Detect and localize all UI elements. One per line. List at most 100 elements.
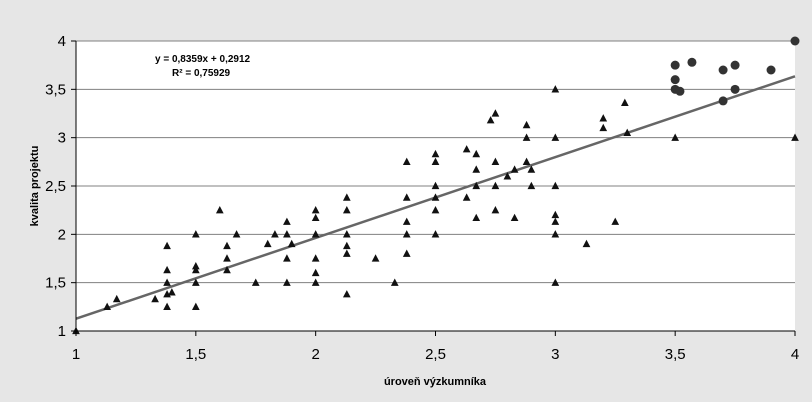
data-point-triangle — [431, 181, 440, 190]
data-point-triangle — [283, 278, 291, 286]
data-point-triangle — [431, 205, 440, 214]
data-point-circle — [670, 60, 680, 70]
data-point-circle — [766, 65, 776, 75]
data-point-triangle — [151, 294, 159, 303]
data-point-triangle — [311, 230, 320, 238]
data-point-triangle — [283, 254, 291, 262]
data-point-triangle — [551, 278, 560, 286]
data-point-triangle — [402, 217, 411, 225]
data-point-triangle — [611, 217, 620, 225]
data-point-triangle — [311, 268, 320, 277]
data-point-circle — [718, 65, 728, 75]
data-point-triangle — [791, 133, 799, 141]
data-point-circle — [675, 86, 685, 96]
data-point-triangle — [551, 85, 560, 93]
x-tick-label: 2,5 — [425, 346, 446, 363]
data-point-triangle — [491, 157, 500, 165]
data-point-triangle — [191, 262, 200, 270]
data-point-triangle — [163, 265, 171, 274]
x-tick-labels: 1 1,5 2 2,5 3 3,5 4 — [72, 346, 799, 363]
data-point-circle — [730, 60, 740, 70]
data-point-triangle — [263, 239, 272, 248]
data-point-triangle — [402, 193, 411, 201]
y-tick-label: 1,5 — [45, 275, 66, 292]
data-point-triangle — [503, 172, 512, 180]
data-point-triangle — [582, 239, 591, 248]
y-axis-title: kvalita projektu — [29, 146, 41, 227]
data-point-triangle — [311, 205, 320, 214]
data-point-triangle — [251, 278, 260, 286]
data-point-triangle — [472, 181, 481, 190]
x-axis-title: úroveň výzkumníka — [384, 376, 487, 388]
data-point-triangle — [311, 278, 320, 286]
data-point-triangle — [103, 302, 112, 310]
data-point-triangle — [522, 120, 531, 129]
data-point-triangle — [472, 165, 481, 173]
data-point-circle — [790, 36, 800, 46]
r-squared: R² = 0,75929 — [172, 68, 231, 79]
data-point-triangle — [191, 278, 200, 286]
data-point-triangle — [342, 230, 351, 238]
data-point-triangle — [311, 254, 320, 262]
data-point-triangle — [431, 193, 440, 201]
data-point-triangle — [271, 230, 279, 238]
x-tick-label: 3,5 — [665, 346, 686, 363]
data-point-circle — [718, 96, 728, 106]
data-point-triangle — [491, 181, 500, 190]
data-point-triangle — [623, 128, 632, 136]
data-point-triangle — [431, 157, 440, 165]
data-point-triangle — [551, 133, 560, 141]
data-point-triangle — [462, 193, 471, 201]
y-tick-label: 4 — [58, 33, 66, 50]
data-point-triangle — [551, 230, 560, 238]
data-point-triangle — [431, 230, 440, 238]
data-point-triangle — [472, 213, 481, 222]
data-point-triangle — [283, 230, 291, 238]
y-tick-label: 3 — [58, 130, 66, 147]
data-point-triangle — [486, 116, 495, 124]
data-point-triangle — [599, 123, 608, 132]
data-point-triangle — [283, 217, 291, 225]
data-point-triangle — [163, 302, 171, 310]
data-point-circle — [730, 84, 740, 94]
data-point-triangle — [342, 290, 351, 298]
data-point-triangle — [402, 230, 411, 238]
data-point-triangle — [223, 265, 231, 274]
data-point-triangle — [163, 241, 171, 250]
trend-equation: y = 0,8359x + 0,2912 — [155, 54, 251, 65]
x-tick-label: 1,5 — [185, 346, 206, 363]
data-point-triangle — [510, 213, 519, 222]
data-point-triangle — [191, 265, 200, 274]
data-point-triangle — [510, 165, 519, 173]
data-point-triangle — [371, 254, 380, 262]
data-point-triangle — [163, 278, 171, 286]
data-point-triangle — [342, 193, 351, 201]
data-point-triangle — [112, 294, 121, 303]
data-point-triangle — [522, 157, 531, 165]
data-point-triangle — [431, 149, 440, 158]
data-point-triangle — [223, 241, 231, 250]
data-point-triangle — [342, 205, 351, 214]
data-point-triangle — [390, 278, 399, 286]
data-point-triangle — [163, 290, 171, 298]
data-point-triangle — [191, 302, 200, 310]
data-point-triangle — [462, 145, 471, 153]
data-point-circle — [670, 75, 680, 85]
y-tick-labels: 1 1,5 2 2,5 3 3,5 4 — [45, 33, 66, 340]
data-point-triangle — [551, 217, 560, 225]
x-tick-label: 1 — [72, 346, 80, 363]
data-point-triangle — [215, 205, 224, 214]
data-point-triangle — [527, 165, 536, 173]
data-points — [72, 36, 800, 335]
data-point-triangle — [671, 133, 680, 141]
data-point-triangle — [402, 157, 411, 165]
data-point-triangle — [342, 241, 351, 250]
data-point-triangle — [342, 249, 351, 257]
data-point-triangle — [551, 210, 560, 219]
data-point-triangle — [620, 98, 629, 107]
y-tick-label: 3,5 — [45, 81, 66, 98]
y-tick-label: 2,5 — [45, 178, 66, 195]
x-tick-label: 2 — [311, 346, 319, 363]
y-tick-label: 1 — [58, 323, 66, 340]
